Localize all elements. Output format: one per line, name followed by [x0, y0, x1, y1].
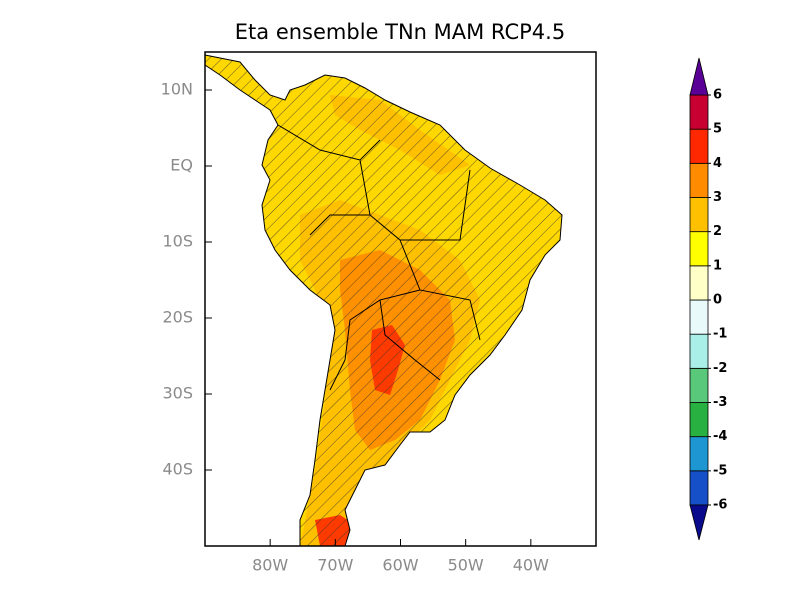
colorbar-label: 3 [713, 190, 722, 205]
x-tick-label: 70W [317, 556, 353, 575]
colorbar-label: -3 [713, 395, 727, 410]
colorbar-label: 4 [713, 156, 722, 171]
colorbar-label: 6 [713, 88, 722, 103]
x-tick-label: 40W [513, 556, 549, 575]
x-tick-label: 50W [448, 556, 484, 575]
x-tick-label: 80W [252, 556, 288, 575]
y-tick-label: 30S [162, 384, 193, 403]
colorbar-bin [689, 197, 709, 233]
map [204, 51, 597, 547]
colorbar-bin [689, 367, 709, 403]
colorbar-bin [689, 265, 709, 301]
colorbar-bin [689, 402, 709, 438]
x-tick-label: 60W [382, 556, 418, 575]
colorbar-bin [689, 231, 709, 267]
coastline [204, 54, 563, 547]
colorbar-over [689, 57, 709, 96]
y-tick-label: 20S [162, 308, 193, 327]
colorbar-bin [689, 299, 709, 335]
y-tick-label: 10S [162, 232, 193, 251]
colorbar-label: -6 [713, 498, 727, 513]
colorbar-bin [689, 470, 709, 506]
colorbar-label: -4 [713, 429, 727, 444]
y-tick-label: EQ [170, 156, 193, 175]
title: Eta ensemble TNn MAM RCP4.5 [235, 20, 565, 44]
y-tick-label: 40S [162, 460, 193, 479]
colorbar-label: 5 [713, 122, 722, 137]
colorbar-label: 0 [713, 293, 722, 308]
borders [277, 124, 481, 391]
colorbar-label: -2 [713, 361, 727, 376]
colorbar-bin [689, 94, 709, 130]
colorbar-bin [689, 162, 709, 198]
colorbar-bin [689, 333, 709, 369]
y-tick-label: 10N [161, 80, 193, 99]
colorbar-label: 1 [713, 258, 722, 273]
colorbar-label: -1 [713, 327, 727, 342]
colorbar-under [689, 504, 709, 541]
colorbar-bin [689, 436, 709, 472]
colorbar-label: 2 [713, 224, 722, 239]
colorbar-label: -5 [713, 463, 727, 478]
colorbar-bin [689, 128, 709, 164]
